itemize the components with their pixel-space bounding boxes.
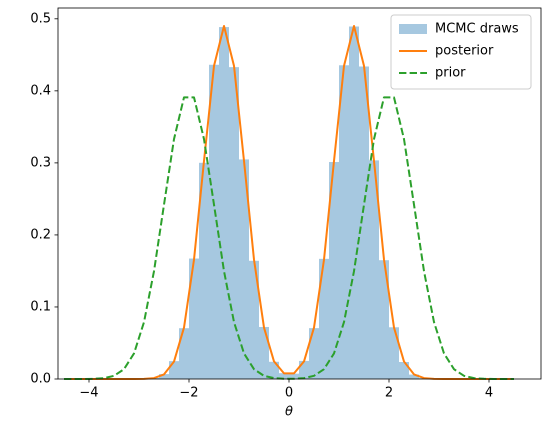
histogram-bar (329, 162, 339, 379)
y-tick-label: 0.3 (30, 155, 51, 170)
histogram-bar (369, 160, 379, 379)
histogram-bar (229, 67, 239, 379)
histogram-bar (349, 26, 359, 380)
histogram-bar (279, 373, 289, 379)
x-tick-label: 4 (485, 386, 493, 401)
x-tick-label: 2 (385, 386, 393, 401)
histogram-bar (219, 27, 229, 379)
histogram-bar (249, 260, 259, 379)
legend-label: prior (435, 66, 466, 81)
y-tick-label: 0.5 (30, 11, 51, 26)
line-1 (63, 96, 515, 380)
x-tick-label: 0 (285, 386, 293, 401)
histogram-bar (209, 64, 219, 379)
histogram-bar (309, 328, 319, 379)
histogram-bar (199, 162, 209, 379)
y-tick-label: 0.2 (30, 227, 51, 242)
histogram-bar (189, 258, 199, 379)
histogram-bar (239, 159, 249, 379)
histogram-bar (399, 361, 409, 379)
histogram-bar (359, 66, 369, 379)
y-tick-label: 0.4 (30, 83, 51, 98)
histogram-bar (319, 258, 329, 379)
histogram-bar (269, 361, 279, 379)
histogram-bar (299, 360, 309, 379)
histogram-bar (379, 260, 389, 379)
histogram-bar (409, 374, 419, 379)
histogram-bar (159, 374, 169, 379)
x-tick-label: −2 (179, 386, 198, 401)
histogram-bar (169, 361, 179, 379)
y-tick-label: 0.0 (30, 372, 51, 387)
x-axis-label: θ (285, 405, 293, 420)
plot-frame (57, 7, 542, 380)
histogram-bar (339, 65, 349, 379)
histogram-bar (289, 373, 299, 379)
legend-label: posterior (435, 44, 494, 59)
legend-swatch (399, 24, 427, 34)
legend-label: MCMC draws (435, 22, 519, 37)
histogram-bar (389, 327, 399, 379)
x-tick-label: −4 (79, 386, 98, 401)
histogram-bar (259, 326, 269, 379)
y-tick-label: 0.1 (30, 299, 51, 314)
histogram-bar (179, 328, 189, 379)
legend: MCMC draws posterior prior (390, 14, 532, 90)
